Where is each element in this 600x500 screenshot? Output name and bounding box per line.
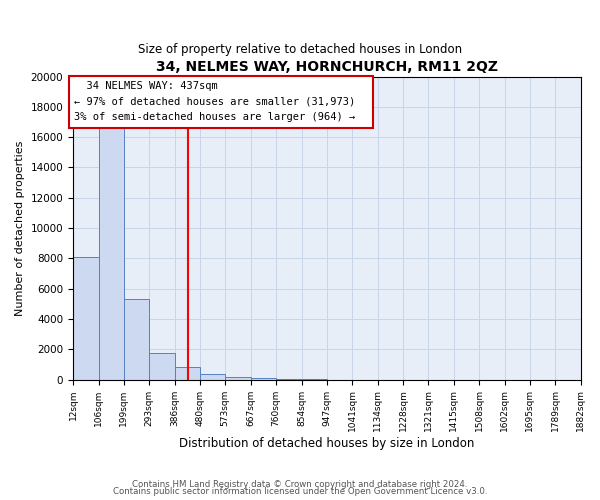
Bar bbox=[73, 257, 98, 380]
Text: 34 NELMES WAY: 437sqm
← 97% of detached houses are smaller (31,973)
3% of semi-d: 34 NELMES WAY: 437sqm ← 97% of detached … bbox=[74, 81, 368, 122]
Bar bbox=[276, 379, 302, 380]
Bar bbox=[200, 374, 225, 380]
Bar bbox=[124, 300, 149, 380]
Bar bbox=[149, 353, 175, 380]
Title: 34, NELMES WAY, HORNCHURCH, RM11 2QZ: 34, NELMES WAY, HORNCHURCH, RM11 2QZ bbox=[156, 60, 498, 74]
Y-axis label: Number of detached properties: Number of detached properties bbox=[15, 140, 25, 316]
Bar bbox=[302, 379, 327, 380]
Text: Contains public sector information licensed under the Open Government Licence v3: Contains public sector information licen… bbox=[113, 488, 487, 496]
Bar bbox=[251, 378, 276, 380]
X-axis label: Distribution of detached houses by size in London: Distribution of detached houses by size … bbox=[179, 437, 475, 450]
Bar bbox=[225, 376, 251, 380]
Bar bbox=[98, 128, 124, 380]
Text: Size of property relative to detached houses in London: Size of property relative to detached ho… bbox=[138, 42, 462, 56]
Bar bbox=[175, 368, 200, 380]
Text: Contains HM Land Registry data © Crown copyright and database right 2024.: Contains HM Land Registry data © Crown c… bbox=[132, 480, 468, 489]
